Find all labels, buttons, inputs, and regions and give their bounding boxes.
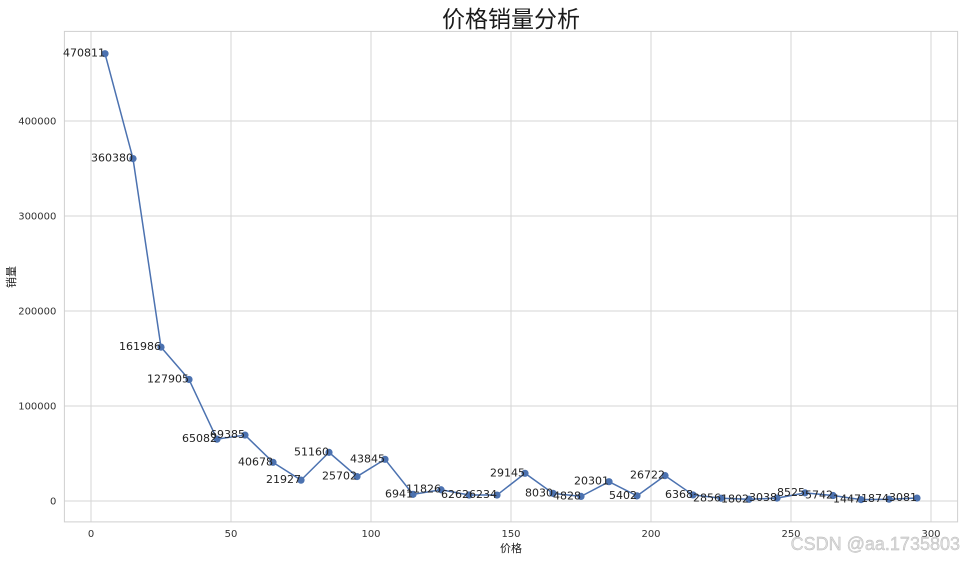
data-label: 69385 <box>210 428 245 441</box>
gridlines <box>64 31 958 522</box>
data-label: 40678 <box>238 455 273 468</box>
y-tick-label: 0 <box>50 496 56 507</box>
data-label: 6941 <box>385 487 413 500</box>
data-point <box>409 490 417 498</box>
data-point <box>353 472 361 481</box>
data-point <box>493 491 501 499</box>
y-tick-label: 200000 <box>18 306 56 317</box>
data-point <box>661 471 669 480</box>
chart-title: 价格销量分析 <box>442 7 580 33</box>
y-tick-label: 100000 <box>18 401 56 412</box>
data-point <box>465 491 473 499</box>
data-label: 29145 <box>490 466 525 479</box>
data-label: 51160 <box>294 445 329 458</box>
data-label: 127905 <box>147 372 189 385</box>
data-point <box>213 435 221 443</box>
y-axis-label: 销量 <box>4 266 18 288</box>
data-point <box>689 491 697 499</box>
watermark-text: CSDN @aa.1735803 <box>791 534 960 554</box>
data-point <box>773 494 781 502</box>
data-label: 3038 <box>749 491 777 504</box>
data-label: 26722 <box>630 469 665 482</box>
data-point <box>913 494 921 502</box>
data-label: 1802 <box>721 492 749 505</box>
data-label: 1447 <box>833 493 861 506</box>
data-point <box>745 495 753 503</box>
data-label: 43845 <box>350 452 385 465</box>
data-label: 5742 <box>805 489 833 502</box>
data-point <box>241 431 249 439</box>
plot-area-frame <box>63 30 959 523</box>
data-label: 470811 <box>63 47 105 60</box>
data-label: 6262 <box>441 488 469 501</box>
data-label: 25702 <box>322 470 357 483</box>
data-point <box>633 492 641 500</box>
data-label: 11826 <box>406 483 441 496</box>
data-point <box>801 489 809 497</box>
data-point <box>325 448 333 456</box>
data-point <box>857 496 865 504</box>
data-point <box>577 492 585 500</box>
data-label: 4828 <box>553 489 581 502</box>
data-label: 6234 <box>469 488 497 501</box>
x-tick-label: 150 <box>501 529 520 540</box>
data-point <box>829 491 837 500</box>
data-label: 8030 <box>525 486 553 499</box>
y-tick-label: 300000 <box>18 211 56 222</box>
x-tick-label: 50 <box>225 529 238 540</box>
data-label: 1874 <box>861 492 889 505</box>
data-label: 2856 <box>693 491 721 504</box>
data-point <box>269 458 277 466</box>
data-label: 360380 <box>91 152 133 165</box>
data-label: 20301 <box>574 475 609 488</box>
data-point <box>549 489 557 497</box>
data-point <box>185 375 193 384</box>
series-line <box>104 53 918 501</box>
data-point <box>605 478 613 486</box>
x-axis-label: 价格 <box>500 541 522 555</box>
data-point <box>157 343 165 351</box>
data-label: 21927 <box>266 473 301 486</box>
data-point <box>885 495 893 503</box>
data-point <box>297 476 305 484</box>
data-point <box>717 494 725 502</box>
data-label: 3081 <box>889 491 917 504</box>
data-point <box>381 455 389 463</box>
data-point <box>129 155 137 163</box>
data-label: 5402 <box>609 489 637 502</box>
data-label: 6368 <box>665 488 693 501</box>
data-point <box>101 50 109 58</box>
x-tick-label: 300 <box>921 529 940 540</box>
x-tick-label: 0 <box>88 529 94 540</box>
x-tick-label: 200 <box>641 529 660 540</box>
data-label: 65082 <box>182 432 217 445</box>
y-tick-label: 400000 <box>18 116 56 127</box>
data-label: 161986 <box>119 340 161 353</box>
sales-series <box>101 50 921 504</box>
data-point <box>437 486 445 494</box>
data-point <box>521 469 529 477</box>
tick-labels: 0 50 100 150 200 250 300 0 100000 200000 300000 400… <box>18 116 940 539</box>
x-tick-label: 100 <box>361 529 380 540</box>
data-label: 8525 <box>777 486 805 499</box>
x-tick-label: 250 <box>781 529 800 540</box>
